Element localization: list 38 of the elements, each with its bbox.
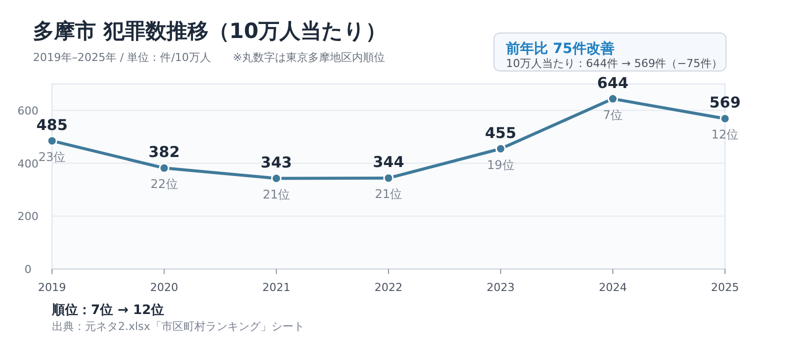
annotation: 19位 (487, 158, 514, 172)
text: 前年比 75件改善 (505, 40, 614, 57)
point (720, 113, 730, 124)
source-note: 出典：元ネタ2.xlsx「市区町村ランキング」シート (52, 320, 304, 333)
y-tick-label: 200 (18, 210, 38, 224)
chart-subtitle: 2019年–2025年 / 単位：件/10万人 ※丸数字は東京多摩地区内順位 (33, 51, 386, 64)
x-tick-label: 2025 (711, 281, 739, 294)
data-label: 569 (709, 94, 741, 112)
annotation: 22位 (150, 177, 178, 192)
annotation: 12位 (711, 128, 739, 142)
point (46, 136, 58, 146)
text: 順位：7位 → 12位 (51, 303, 164, 318)
point (271, 173, 282, 184)
chart-title: 多摩市 犯罪数推移（10万人当たり） (33, 19, 387, 43)
x-tick-label: 2022 (374, 281, 402, 294)
data-label: 382 (148, 143, 180, 162)
x-tick-label: 2019 (38, 281, 66, 294)
annotation: 21位 (262, 187, 290, 202)
data-label: 455 (485, 124, 516, 142)
y-tick-label: 600 (18, 104, 38, 118)
point (158, 162, 170, 174)
text: 10万人当たり：644件 → 569件（−75件） (506, 57, 722, 70)
y-tick-label: 400 (18, 157, 38, 170)
y-tick-label: 0 (24, 263, 32, 276)
point (495, 144, 506, 154)
x-tick-label: 2021 (262, 281, 290, 294)
annotation: 21位 (374, 187, 402, 202)
x-tick-label: 2020 (150, 281, 178, 294)
data-label: 344 (372, 153, 404, 172)
x-tick-label: 2023 (486, 281, 515, 294)
point (383, 172, 394, 184)
annotation: 7位 (603, 108, 623, 122)
data-label: 343 (260, 153, 292, 172)
data-label: 485 (36, 116, 68, 134)
point (608, 94, 618, 104)
x-tick-label: 2024 (598, 281, 627, 294)
data-label: 644 (597, 74, 628, 92)
annotation: 23位 (38, 150, 66, 164)
